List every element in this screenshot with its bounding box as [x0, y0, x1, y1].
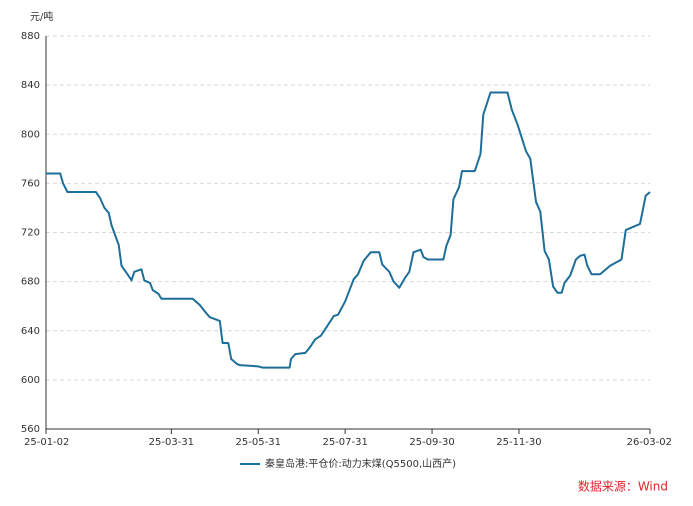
x-tick-label: 25-05-31 [236, 437, 281, 448]
y-tick-label: 720 [21, 228, 40, 239]
y-tick-label: 640 [21, 326, 40, 337]
y-tick-label: 680 [21, 277, 40, 288]
y-tick-label: 800 [21, 129, 40, 140]
y-tick-label: 600 [21, 375, 40, 386]
x-tick-label: 26-03-02 [627, 437, 672, 448]
x-tick-label: 25-11-30 [496, 437, 541, 448]
y-tick-label: 840 [21, 80, 40, 91]
x-tick-label: 25-03-31 [149, 437, 194, 448]
legend-label: 秦皇岛港:平仓价:动力末煤(Q5500,山西产) [265, 457, 456, 470]
y-unit: 元/吨 [30, 10, 53, 23]
y-tick-label: 880 [21, 31, 40, 42]
y-tick-label: 760 [21, 178, 40, 189]
y-tick-label: 560 [21, 424, 40, 435]
x-tick-label: 25-01-02 [24, 437, 69, 448]
line [46, 91, 651, 369]
source: 数据来源：Wind [578, 479, 668, 494]
x-tick-label: 25-07-31 [322, 437, 367, 448]
x-tick-label: 25-09-30 [409, 437, 454, 448]
